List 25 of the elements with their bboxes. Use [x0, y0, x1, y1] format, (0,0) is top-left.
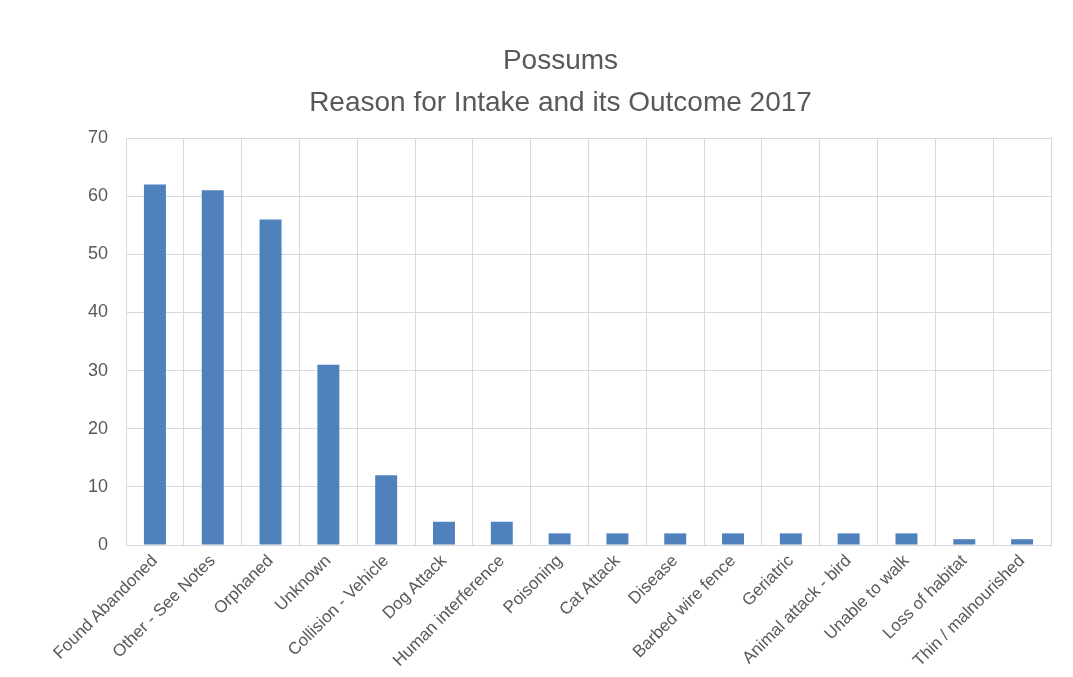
bar	[317, 364, 340, 545]
bar	[490, 521, 513, 545]
y-tick-label: 40	[87, 301, 109, 322]
bar	[259, 219, 282, 545]
bar	[375, 475, 398, 545]
y-tick-label: 60	[87, 185, 109, 206]
bar	[837, 533, 860, 545]
y-tick-label: 10	[87, 475, 109, 496]
bar	[433, 521, 455, 545]
y-tick-label: 20	[87, 417, 109, 438]
bar	[664, 533, 687, 545]
bar	[895, 533, 918, 545]
y-tick-label: 50	[87, 243, 109, 264]
bar	[779, 533, 802, 545]
bar	[606, 533, 629, 545]
y-tick-label: 0	[98, 533, 109, 554]
bar	[201, 190, 224, 545]
bar	[143, 184, 166, 545]
chart-title: Possums Reason for Intake and its Outcome 2017	[309, 43, 812, 117]
y-tick-label: 70	[87, 126, 109, 147]
bar	[722, 533, 745, 545]
bar	[1011, 539, 1034, 545]
bar	[953, 539, 976, 545]
bar	[548, 533, 571, 545]
y-tick-label: 30	[87, 359, 109, 380]
